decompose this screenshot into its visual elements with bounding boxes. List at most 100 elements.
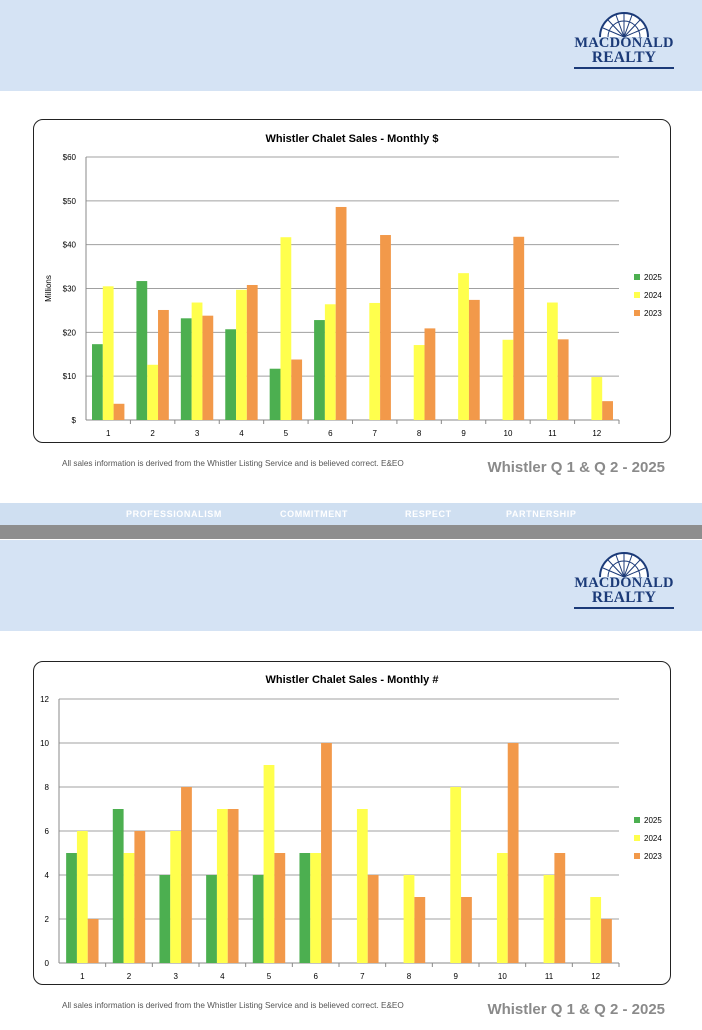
x-tick-label: 5	[267, 972, 272, 981]
page-2: MACDONALD REALTY Whistler Chalet Sales -…	[0, 540, 702, 1030]
bar-2023-10	[507, 743, 519, 963]
x-tick-label: 3	[173, 972, 178, 981]
bar-2025-6	[299, 853, 311, 963]
disclaimer-text: All sales information is derived from th…	[62, 459, 404, 468]
brand-logo: MACDONALD REALTY	[572, 552, 676, 612]
bar-2023-7	[380, 235, 391, 420]
chart-title: Whistler Chalet Sales - Monthly $	[266, 133, 439, 145]
bar-2023-6	[321, 743, 332, 963]
bar-2024-8	[403, 875, 415, 963]
y-axis-label: Millions	[44, 275, 53, 302]
brand-name-line1: MACDONALD	[574, 575, 674, 591]
x-tick-label: 9	[453, 972, 458, 981]
value-partnership: PARTNERSHIP	[506, 509, 577, 519]
y-tick-label: $40	[63, 241, 77, 250]
bar-2023-12	[601, 919, 612, 963]
y-tick-label: $30	[63, 285, 77, 294]
chart-monthly-count: Whistler Chalet Sales - Monthly # 0 2 4 6 8 10…	[33, 661, 671, 985]
chart-svg: Whistler Chalet Sales - Monthly $ $ $10 $20…	[44, 133, 662, 438]
bar-2023-1	[113, 403, 125, 420]
bar-2024-11	[543, 875, 555, 963]
legend-swatch-2023	[634, 853, 640, 859]
x-tick-label: 4	[239, 429, 244, 438]
legend-swatch-2025	[634, 274, 640, 280]
value-commitment: COMMITMENT	[280, 509, 348, 519]
x-tick-label: 2	[150, 429, 155, 438]
bar-2023-6	[335, 206, 347, 420]
bar-2024-10	[502, 339, 514, 420]
y-tick-label: $20	[63, 328, 77, 337]
bar-2023-10	[513, 236, 525, 420]
x-tick-label: 10	[498, 972, 507, 981]
brand-name-line2: REALTY	[591, 589, 657, 606]
bar-2023-3	[181, 787, 192, 963]
y-tick-label: 12	[40, 695, 49, 704]
x-tick-label: 2	[127, 972, 132, 981]
bar-2025-1	[66, 853, 77, 963]
bar-2023-11	[554, 853, 566, 963]
bar-2025-5	[269, 368, 281, 420]
bar-2023-5	[274, 853, 286, 963]
bar-2024-10	[496, 853, 508, 963]
bar-2023-3	[202, 315, 214, 420]
y-tick-label: 0	[45, 959, 50, 968]
bar-2023-7	[367, 875, 379, 963]
bar-2024-1	[76, 831, 88, 963]
bar-2024-5	[263, 765, 275, 963]
bar-2025-2	[136, 281, 148, 420]
x-tick-label: 5	[284, 429, 289, 438]
x-tick-label: 7	[360, 972, 365, 981]
y-tick-label: $60	[63, 153, 77, 162]
bar-2024-2	[147, 364, 159, 420]
x-tick-label: 11	[548, 429, 557, 438]
report-title: Whistler Q 1 & Q 2 - 2025	[487, 459, 665, 476]
x-tick-label: 3	[195, 429, 200, 438]
legend-swatch-2025	[634, 817, 640, 823]
report-title: Whistler Q 1 & Q 2 - 2025	[487, 1001, 665, 1018]
bar-2024-4	[236, 289, 247, 420]
bar-2024-9	[458, 273, 469, 420]
bar-2024-9	[450, 787, 462, 963]
bar-2024-12	[591, 377, 603, 420]
values-bar: PROFESSIONALISM COMMITMENT RESPECT PARTN…	[0, 503, 702, 525]
bar-2024-5	[280, 237, 292, 420]
bar-2025-3	[159, 875, 171, 963]
bar-2023-5	[291, 359, 303, 420]
bar-2024-6	[324, 304, 336, 420]
x-tick-label: 8	[407, 972, 412, 981]
bar-2025-4	[225, 329, 237, 420]
bar-2024-3	[191, 302, 203, 420]
chart-title: Whistler Chalet Sales - Monthly #	[266, 674, 439, 686]
value-respect: RESPECT	[405, 509, 452, 519]
bar-2023-2	[158, 309, 169, 420]
y-tick-label: $50	[63, 197, 77, 206]
x-tick-label: 1	[106, 429, 111, 438]
bar-2024-11	[546, 302, 558, 420]
legend-label-2023: 2023	[644, 309, 662, 318]
legend-label-2025: 2025	[644, 816, 662, 825]
y-tick-label: 4	[45, 871, 50, 880]
chart-svg: Whistler Chalet Sales - Monthly # 0 2 4 6 8 10…	[40, 674, 662, 981]
bar-2024-1	[102, 286, 114, 420]
bar-2023-2	[134, 831, 146, 963]
bar-2023-9	[468, 299, 480, 420]
bar-2025-1	[92, 344, 103, 420]
bar-2023-8	[414, 897, 426, 963]
bar-2023-12	[602, 401, 613, 420]
x-tick-label: 8	[417, 429, 422, 438]
sunburst-icon	[599, 552, 649, 578]
bar-2024-7	[369, 302, 381, 420]
legend-label-2023: 2023	[644, 852, 662, 861]
bar-2023-11	[557, 339, 569, 420]
brand-underline	[574, 607, 674, 609]
x-tick-label: 4	[220, 972, 225, 981]
x-tick-label: 11	[545, 972, 554, 981]
page-separator	[0, 525, 702, 539]
legend-label-2024: 2024	[644, 834, 662, 843]
bar-2024-12	[590, 897, 602, 963]
bar-2024-2	[123, 853, 135, 963]
bar-2023-1	[87, 919, 99, 963]
brand-name-line2: REALTY	[591, 49, 657, 66]
x-tick-label: 7	[372, 429, 377, 438]
brand-name-line1: MACDONALD	[574, 35, 674, 51]
